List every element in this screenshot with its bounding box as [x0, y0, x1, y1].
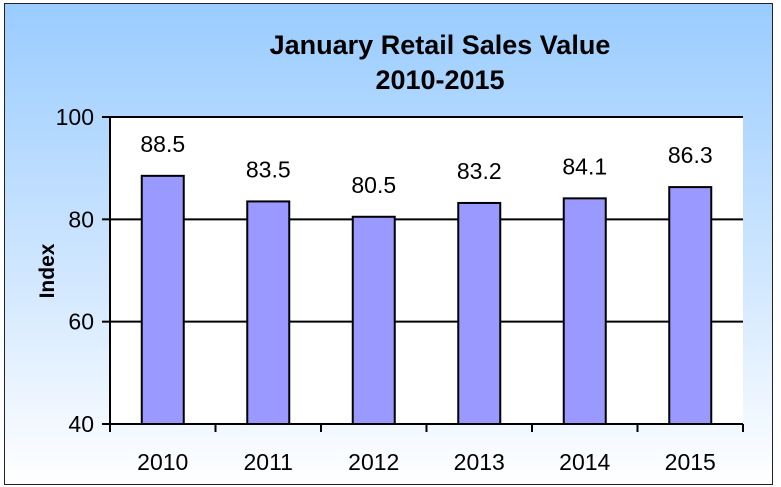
x-tick-label: 2015: [665, 449, 716, 475]
data-label: 86.3: [668, 142, 713, 168]
x-tick-label: 2011: [244, 449, 293, 475]
bar-2013: [457, 201, 502, 425]
y-tick-label: 100: [56, 104, 94, 130]
bar-2010: [140, 174, 185, 425]
bar-2015: [668, 186, 713, 425]
x-tick-label: 2013: [454, 449, 505, 475]
chart-subtitle: 2010-2015: [375, 65, 504, 95]
x-tick-label: 2010: [137, 449, 188, 475]
data-label: 80.5: [351, 172, 396, 198]
plot-area: [110, 117, 743, 424]
x-tick-label: 2014: [559, 449, 610, 475]
data-label: 88.5: [140, 131, 185, 157]
x-tick-label: 2012: [348, 449, 399, 475]
data-label: 84.1: [562, 153, 607, 179]
y-tick-label: 60: [68, 309, 94, 335]
bar-2012: [351, 215, 396, 425]
y-tick-label: 80: [68, 206, 94, 232]
data-label: 83.5: [246, 156, 291, 182]
bar-2011: [246, 200, 291, 425]
chart-title: January Retail Sales Value: [270, 30, 611, 60]
y-tick-label: 40: [68, 411, 94, 437]
bar-2014: [562, 197, 607, 425]
y-axis-label: Index: [36, 243, 59, 298]
data-label: 83.2: [457, 158, 502, 184]
